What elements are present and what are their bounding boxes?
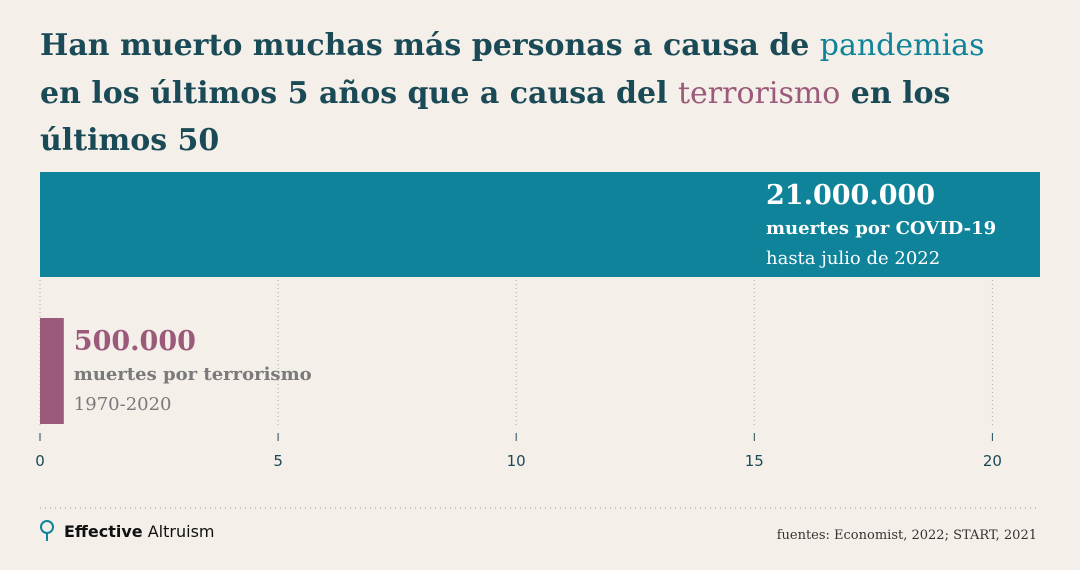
bar [40, 318, 64, 424]
title-part: Han muerto muchas más personas a causa d… [40, 28, 820, 63]
title-part: en los [840, 76, 950, 111]
title-part: terrorismo [678, 76, 840, 111]
period-label: 1970-2020 [74, 394, 172, 415]
category-label: muertes por COVID-19 [766, 218, 996, 239]
bar [40, 172, 1040, 277]
title-part: últimos 50 [40, 123, 219, 158]
x-tick-label: 0 [35, 452, 45, 470]
source: fuentes: Economist, 2022; START, 2021 [777, 528, 1037, 543]
x-tick-label: 15 [745, 452, 764, 470]
period-label: hasta julio de 2022 [766, 248, 940, 269]
value-label: 21.000.000 [766, 180, 935, 211]
x-tick-label: 5 [273, 452, 283, 470]
logo-word: Altruism [148, 522, 215, 541]
logo-icon [40, 520, 54, 541]
x-tick-label: 10 [507, 452, 526, 470]
chart-title: Han muerto muchas más personas a causa d… [40, 28, 984, 63]
title-part: pandemias [820, 28, 985, 63]
x-tick-label: 20 [983, 452, 1002, 470]
logo-word: Effective [64, 522, 143, 541]
title-part: en los últimos 5 años que a causa del [40, 76, 678, 111]
value-label: 500.000 [74, 326, 196, 357]
category-label: muertes por terrorismo [74, 364, 312, 385]
chart-title: últimos 50 [40, 123, 219, 158]
chart-title: en los últimos 5 años que a causa del te… [40, 76, 950, 111]
logo-text: Effective Altruism [64, 522, 214, 541]
